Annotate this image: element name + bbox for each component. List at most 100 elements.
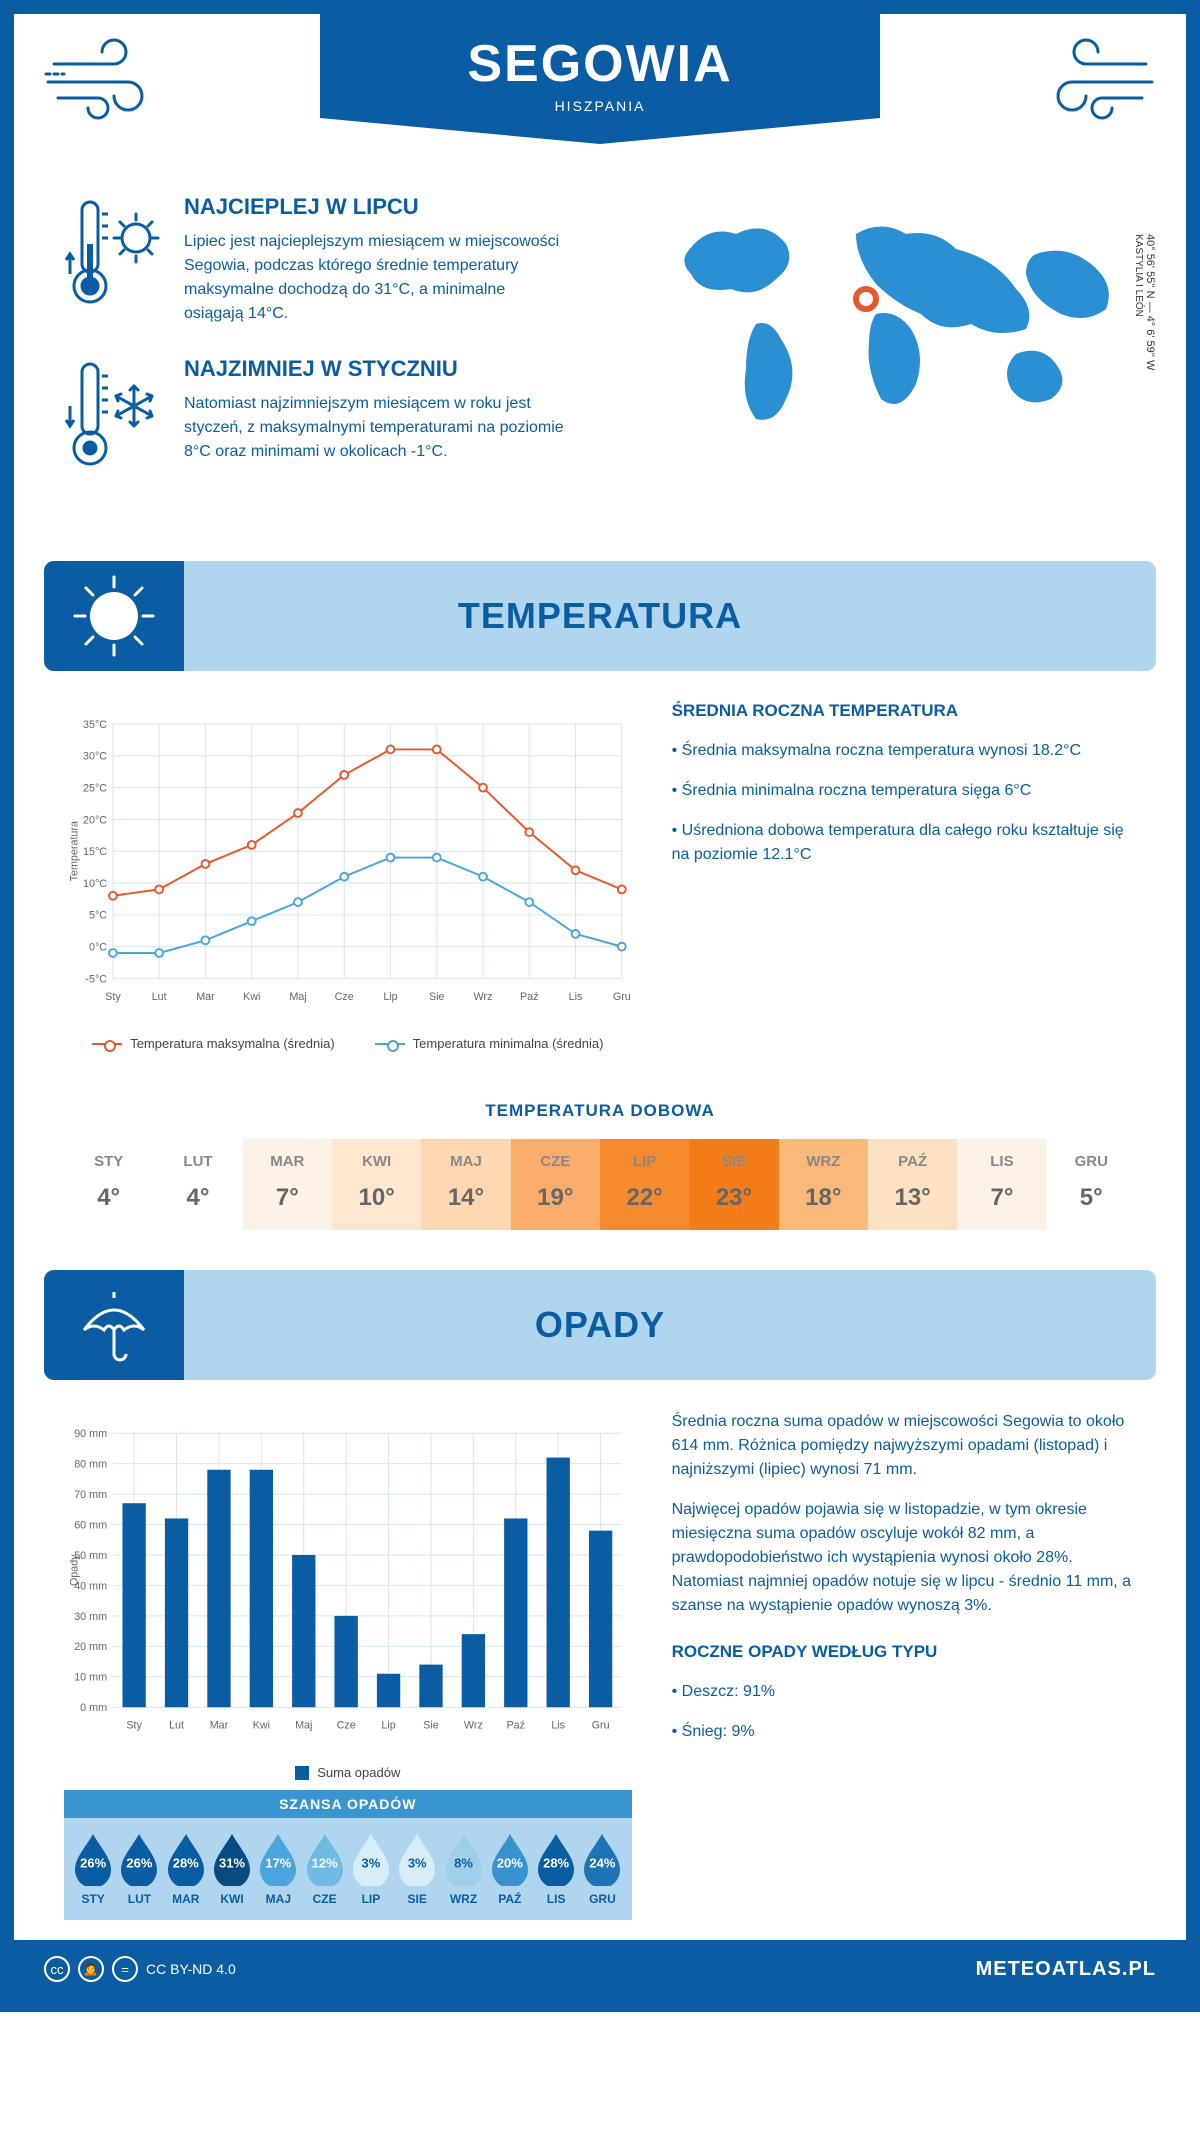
svg-text:30°C: 30°C — [83, 751, 107, 763]
daily-cell: MAJ14° — [421, 1139, 510, 1230]
title-banner: SEGOWIA HISZPANIA — [320, 14, 880, 144]
chance-cell: 26%STY — [70, 1832, 116, 1906]
svg-text:Lis: Lis — [569, 991, 583, 1003]
temperature-title: TEMPERATURA — [458, 595, 742, 637]
hot-title: NAJCIEPLEJ W LIPCU — [184, 194, 564, 220]
precip-banner: OPADY — [44, 1270, 1156, 1380]
svg-text:10°C: 10°C — [83, 878, 107, 890]
svg-text:Lut: Lut — [169, 1720, 184, 1732]
svg-text:Kwi: Kwi — [253, 1720, 270, 1732]
wind-icon-right — [1026, 34, 1156, 129]
svg-text:60 mm: 60 mm — [74, 1519, 107, 1531]
cold-title: NAJZIMNIEJ W STYCZNIU — [184, 356, 564, 382]
chance-cell: 28%MAR — [163, 1832, 209, 1906]
precip-title: OPADY — [535, 1304, 665, 1346]
country-subtitle: HISZPANIA — [320, 98, 880, 114]
chance-cell: 8%WRZ — [440, 1832, 486, 1906]
cold-fact: NAJZIMNIEJ W STYCZNIU Natomiast najzimni… — [64, 356, 616, 481]
nd-icon: = — [112, 1956, 138, 1982]
world-map: 40° 56' 55'' N — 4° 6' 59'' WKASTYLIA I … — [656, 194, 1136, 511]
svg-text:Cze: Cze — [335, 991, 354, 1003]
daily-cell: WRZ18° — [779, 1139, 868, 1230]
license: cc 🙍 = CC BY-ND 4.0 — [44, 1956, 236, 1982]
chance-cell: 31%KWI — [209, 1832, 255, 1906]
thermometer-snow-icon — [64, 356, 164, 481]
umbrella-icon — [44, 1270, 184, 1380]
svg-text:Gru: Gru — [592, 1720, 610, 1732]
svg-text:Sty: Sty — [105, 991, 121, 1003]
daily-cell: LUT4° — [153, 1139, 242, 1230]
svg-text:Paź: Paź — [520, 991, 539, 1003]
svg-text:15°C: 15°C — [83, 846, 107, 858]
precip-section: 0 mm10 mm20 mm30 mm40 mm50 mm60 mm70 mm8… — [14, 1380, 1186, 1940]
daily-cell: GRU5° — [1047, 1139, 1136, 1230]
svg-text:Gru: Gru — [613, 991, 631, 1003]
svg-text:20 mm: 20 mm — [74, 1641, 107, 1653]
temperature-section: -5°C0°C5°C10°C15°C20°C25°C30°C35°CStyLut… — [14, 671, 1186, 1081]
chance-cell: 26%LUT — [116, 1832, 162, 1906]
hot-text: Lipiec jest najcieplejszym miesiącem w m… — [184, 230, 564, 326]
chance-cell: 3%SIE — [394, 1832, 440, 1906]
cc-icon: cc — [44, 1956, 70, 1982]
svg-text:Paź: Paź — [507, 1720, 526, 1732]
site-name: METEOATLAS.PL — [976, 1958, 1156, 1981]
daily-temp-grid: STY4°LUT4°MAR7°KWI10°MAJ14°CZE19°LIP22°S… — [64, 1139, 1136, 1230]
svg-text:-5°C: -5°C — [85, 973, 107, 985]
temp-legend: Temperatura maksymalna (średnia) Tempera… — [64, 1036, 632, 1051]
temperature-banner: TEMPERATURA — [44, 561, 1156, 671]
thermometer-sun-icon — [64, 194, 164, 326]
svg-text:30 mm: 30 mm — [74, 1611, 107, 1623]
chance-cell: 17%MAJ — [255, 1832, 301, 1906]
chance-cell: 12%CZE — [301, 1832, 347, 1906]
svg-text:Kwi: Kwi — [243, 991, 260, 1003]
chance-cell: 3%LIP — [348, 1832, 394, 1906]
svg-text:Opady: Opady — [69, 1554, 81, 1586]
svg-text:Maj: Maj — [289, 991, 306, 1003]
infographic-container: SEGOWIA HISZPANIA NAJCIEPLEJ W LIPCU Lip… — [0, 0, 1200, 2012]
precip-legend: Suma opadów — [64, 1765, 632, 1780]
daily-cell: CZE19° — [511, 1139, 600, 1230]
chance-cell: 24%GRU — [579, 1832, 625, 1906]
svg-text:Mar: Mar — [210, 1720, 229, 1732]
daily-cell: MAR7° — [243, 1139, 332, 1230]
svg-text:Wrz: Wrz — [474, 991, 493, 1003]
svg-text:Lip: Lip — [381, 1720, 395, 1732]
chance-cell: 20%PAŹ — [487, 1832, 533, 1906]
footer: cc 🙍 = CC BY-ND 4.0 METEOATLAS.PL — [14, 1940, 1186, 1998]
daily-cell: KWI10° — [332, 1139, 421, 1230]
temperature-line-chart: -5°C0°C5°C10°C15°C20°C25°C30°C35°CStyLut… — [64, 701, 632, 1021]
chance-table: SZANSA OPADÓW 26%STY26%LUT28%MAR31%KWI17… — [64, 1790, 632, 1920]
svg-text:Sie: Sie — [429, 991, 445, 1003]
svg-text:90 mm: 90 mm — [74, 1428, 107, 1440]
hot-fact: NAJCIEPLEJ W LIPCU Lipiec jest najcieple… — [64, 194, 616, 326]
chance-cell: 28%LIS — [533, 1832, 579, 1906]
svg-text:Temperatura: Temperatura — [69, 821, 81, 881]
daily-cell: LIS7° — [957, 1139, 1046, 1230]
svg-text:80 mm: 80 mm — [74, 1459, 107, 1471]
svg-text:10 mm: 10 mm — [74, 1672, 107, 1684]
svg-text:35°C: 35°C — [83, 719, 107, 731]
daily-cell: LIP22° — [600, 1139, 689, 1230]
cold-text: Natomiast najzimniejszym miesiącem w rok… — [184, 392, 564, 464]
map-marker — [856, 289, 876, 309]
svg-text:Sie: Sie — [423, 1720, 439, 1732]
daily-temp-title: TEMPERATURA DOBOWA — [14, 1101, 1186, 1121]
svg-text:0°C: 0°C — [89, 942, 107, 954]
precip-bar-chart: 0 mm10 mm20 mm30 mm40 mm50 mm60 mm70 mm8… — [64, 1410, 632, 1750]
city-title: SEGOWIA — [320, 34, 880, 94]
daily-cell: SIE23° — [689, 1139, 778, 1230]
header: SEGOWIA HISZPANIA — [14, 14, 1186, 174]
svg-text:Lut: Lut — [152, 991, 167, 1003]
svg-text:Sty: Sty — [126, 1720, 142, 1732]
coordinates: 40° 56' 55'' N — 4° 6' 59'' WKASTYLIA I … — [1132, 234, 1156, 370]
svg-text:Mar: Mar — [196, 991, 215, 1003]
svg-text:0 mm: 0 mm — [80, 1702, 107, 1714]
daily-cell: PAŹ13° — [868, 1139, 957, 1230]
svg-text:Wrz: Wrz — [464, 1720, 483, 1732]
svg-text:25°C: 25°C — [83, 783, 107, 795]
intro-section: NAJCIEPLEJ W LIPCU Lipiec jest najcieple… — [14, 174, 1186, 541]
wind-icon-left — [44, 34, 174, 129]
precip-side-text: Średnia roczna suma opadów w miejscowośc… — [672, 1410, 1136, 1920]
temp-side-text: ŚREDNIA ROCZNA TEMPERATURA • Średnia mak… — [672, 701, 1136, 1051]
svg-text:5°C: 5°C — [89, 910, 107, 922]
